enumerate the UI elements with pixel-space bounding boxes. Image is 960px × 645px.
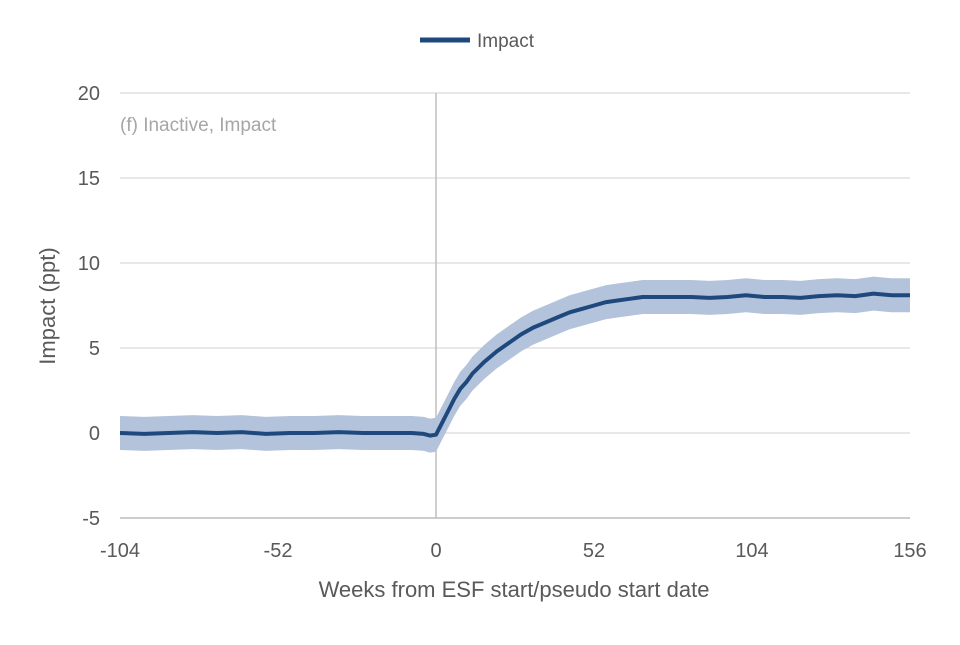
x-tick-label: 0 [430, 540, 441, 562]
x-axis-title: Weeks from ESF start/pseudo start date [319, 577, 710, 602]
y-tick-label: -5 [82, 508, 100, 530]
confidence-band-layer [120, 276, 910, 453]
y-tick-label: 15 [78, 168, 100, 190]
confidence-band [120, 276, 910, 453]
x-tick-label: -52 [264, 540, 293, 562]
x-tick-label: -104 [100, 540, 140, 562]
y-tick-label: 5 [89, 338, 100, 360]
x-tick-label: 104 [735, 540, 768, 562]
y-tick-label: 20 [78, 83, 100, 105]
x-tick-label: 156 [893, 540, 926, 562]
legend: Impact [420, 31, 535, 52]
series-line-layer [119, 291, 910, 438]
series-line-impact [119, 291, 910, 438]
legend-label-impact: Impact [477, 31, 535, 52]
y-axis-title: Impact (ppt) [35, 247, 60, 364]
axis-layer: -5 0 5 10 15 20 -104 -52 0 52 104 156 [78, 83, 927, 562]
x-tick-label: 52 [583, 540, 605, 562]
y-tick-label: 10 [78, 253, 100, 275]
chart-annotation: (f) Inactive, Impact [120, 115, 277, 136]
y-tick-label: 0 [89, 423, 100, 445]
